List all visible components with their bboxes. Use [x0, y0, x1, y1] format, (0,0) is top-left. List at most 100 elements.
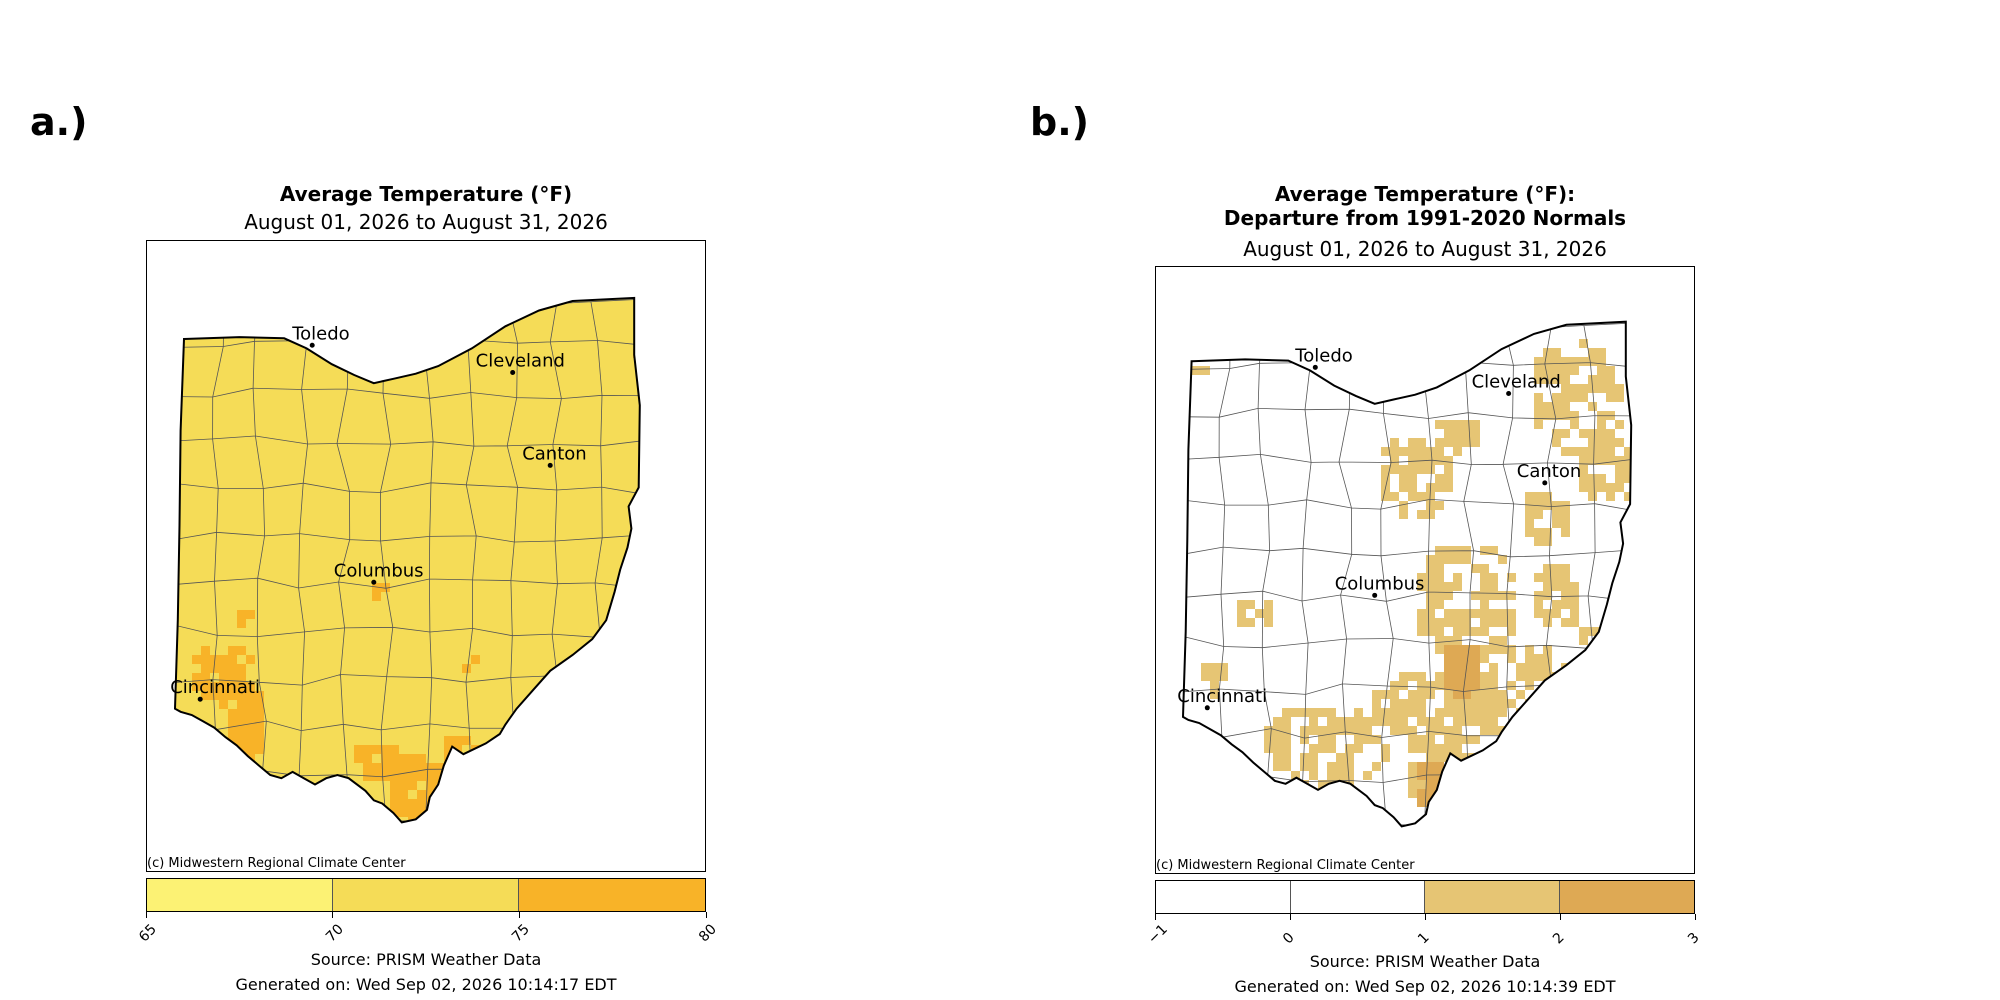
grid-cell: [1579, 672, 1588, 681]
grid-cell: [1408, 483, 1417, 492]
grid-cell: [1579, 384, 1588, 393]
grid-cell: [1309, 717, 1318, 726]
grid-cell: [1480, 582, 1489, 591]
grid-cell: [1489, 663, 1498, 672]
grid-cell: [1462, 645, 1471, 654]
grid-cell: [201, 691, 210, 700]
grid-cell: [1426, 573, 1435, 582]
grid-cell: [1282, 753, 1291, 762]
grid-cell: [1597, 474, 1606, 483]
grid-cell: [1480, 546, 1489, 555]
grid-cell: [1507, 645, 1516, 654]
panel-b-map: Toledo Cleveland Canton Columbus Cincinnati …: [1155, 266, 1695, 874]
grid-cell: [1525, 492, 1534, 501]
grid-cell: [1471, 627, 1480, 636]
ohio-departure-map: Toledo Cleveland Canton Columbus Cincinnati: [1177, 320, 1633, 828]
grid-cell: [1372, 762, 1381, 771]
grid-cell: [390, 763, 399, 772]
colorbar-tick-label: 65: [136, 921, 160, 946]
grid-cell: [1282, 708, 1291, 717]
grid-cell: [1579, 429, 1588, 438]
grid-cell: [1588, 483, 1597, 492]
grid-cell: [1264, 735, 1273, 744]
panel-b-credit: (c) Midwestern Regional Climate Center: [1156, 858, 1421, 873]
grid-cell: [1552, 510, 1561, 519]
grid-cell: [1534, 528, 1543, 537]
grid-cell: [1471, 609, 1480, 618]
grid-cell: [1552, 393, 1561, 402]
grid-cell: [1597, 672, 1606, 681]
grid-cell: [246, 610, 255, 619]
grid-cell: [1561, 528, 1570, 537]
grid-cell: [1318, 780, 1327, 789]
grid-cell: [1606, 492, 1615, 501]
grid-cell: [1489, 699, 1498, 708]
grid-cell: [1579, 474, 1588, 483]
grid-cell: [210, 691, 219, 700]
grid-cell: [1435, 483, 1444, 492]
grid-cell: [372, 592, 381, 601]
grid-cell: [1444, 555, 1453, 564]
grid-cell: [1489, 789, 1498, 798]
grid-cell: [1435, 447, 1444, 456]
grid-cell: [1210, 663, 1219, 672]
grid-cell: [1480, 690, 1489, 699]
grid-cell: [399, 772, 408, 781]
grid-cell: [1579, 465, 1588, 474]
grid-cell: [1561, 618, 1570, 627]
grid-cell: [1606, 384, 1615, 393]
grid-cell: [228, 646, 237, 655]
grid-cell: [1318, 744, 1327, 753]
colorbar-tick-mark: [332, 912, 334, 918]
grid-cell: [1264, 726, 1273, 735]
grid-cell: [237, 664, 246, 673]
grid-cell: [1453, 618, 1462, 627]
grid-cell: [381, 754, 390, 763]
grid-cell: [1597, 645, 1606, 654]
grid-cell: [1399, 726, 1408, 735]
grid-cell: [1408, 456, 1417, 465]
grid-cell: [1498, 771, 1507, 780]
grid-cell: [1471, 771, 1480, 780]
grid-cell: [1588, 348, 1597, 357]
grid-cell: [390, 799, 399, 808]
grid-cell: [1345, 771, 1354, 780]
grid-cell: [1570, 609, 1579, 618]
grid-cell: [1435, 474, 1444, 483]
grid-cell: [1426, 744, 1435, 753]
grid-cell: [246, 709, 255, 718]
grid-cell: [1336, 762, 1345, 771]
grid-cell: [1561, 393, 1570, 402]
grid-cell: [1453, 645, 1462, 654]
grid-cell: [1570, 690, 1579, 699]
grid-cell: [1534, 366, 1543, 375]
grid-cell: [1426, 753, 1435, 762]
grid-cell: [1561, 564, 1570, 573]
grid-cell: [1480, 780, 1489, 789]
grid-cell: [1264, 609, 1273, 618]
grid-cell: [1399, 708, 1408, 717]
grid-cell: [210, 664, 219, 673]
grid-cell: [1462, 717, 1471, 726]
grid-cell: [1372, 708, 1381, 717]
grid-cell: [1444, 663, 1453, 672]
grid-cell: [1543, 528, 1552, 537]
grid-cell: [1552, 582, 1561, 591]
colorbar-tick-label: 1: [1415, 929, 1433, 948]
grid-cell: [1390, 690, 1399, 699]
grid-cell: [1561, 591, 1570, 600]
grid-cell: [1480, 672, 1489, 681]
grid-cell: [1435, 798, 1444, 807]
grid-cell: [1552, 573, 1561, 582]
grid-cell: [1462, 798, 1471, 807]
grid-cell: [363, 772, 372, 781]
grid-cell: [1534, 654, 1543, 663]
grid-cell: [453, 754, 462, 763]
grid-cell: [1291, 771, 1300, 780]
grid-cell: [1552, 366, 1561, 375]
grid-cell: [1453, 447, 1462, 456]
grid-cell: [408, 799, 417, 808]
grid-cell: [1525, 726, 1534, 735]
county-line-grid: [1183, 321, 1632, 827]
grid-cell: [1291, 708, 1300, 717]
